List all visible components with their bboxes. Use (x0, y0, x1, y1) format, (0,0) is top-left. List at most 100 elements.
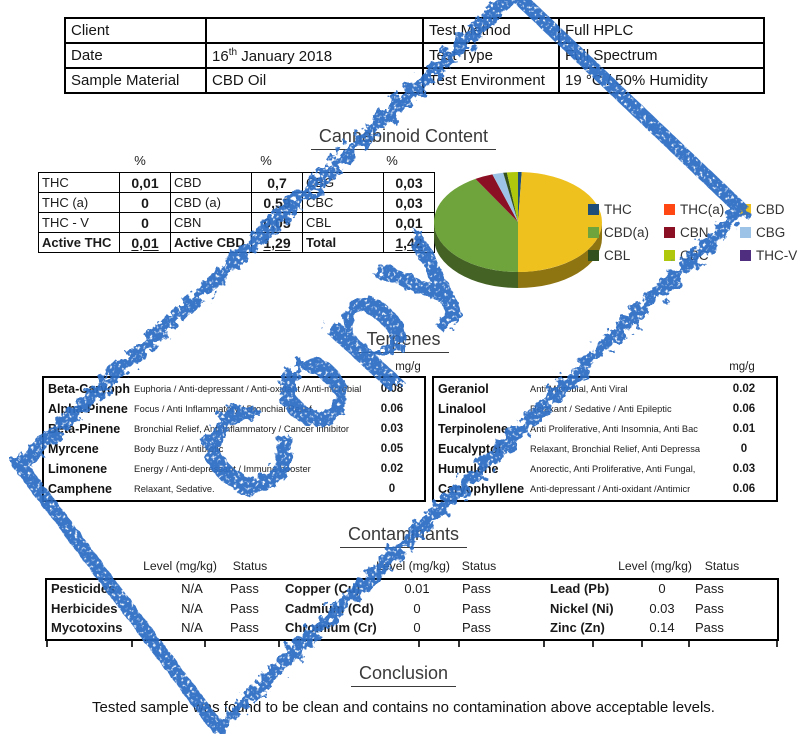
terpene-row: Myrcene Body Buzz / Antibiotic 0.05 (44, 439, 424, 459)
terpene-value: 0.01 (732, 423, 756, 435)
grid-tick (458, 641, 460, 647)
cannabinoid-name: CBL (302, 212, 384, 233)
status-value: Pass (462, 620, 491, 636)
terpene-value: 0.03 (732, 463, 756, 475)
level-header: Level (mg/kg) (618, 559, 692, 573)
terpene-description: Anorectic, Anti Proliferative, Anti Fung… (530, 464, 696, 474)
legend-label: CBD(a) (604, 224, 650, 240)
contaminant-name: Mycotoxins (51, 620, 123, 636)
grid-tick (543, 641, 545, 647)
contaminant-level: 0 (413, 620, 421, 636)
table-row: THC (a) 0 CBD (a) 0,59 CBC 0,03 (38, 192, 435, 213)
status-header: Status (461, 559, 497, 573)
terpene-name: Myrcene (48, 442, 99, 456)
cannabinoid-name: Total (302, 232, 384, 253)
cannabinoid-value: 0,7 (251, 172, 303, 193)
contaminant-level: 0.14 (649, 620, 675, 636)
cannabinoid-name: CBD (170, 172, 252, 193)
terpene-description: Anti Microbial, Anti Viral (530, 384, 628, 394)
cannabinoid-section-title: Cannabinoid Content (0, 126, 807, 150)
cannabinoid-name: Active THC (38, 232, 120, 253)
test-method-value: Full HPLC (558, 17, 765, 44)
contaminant-name: Herbicides (51, 600, 118, 616)
contaminant-level: 0 (658, 581, 666, 596)
terpene-row: Linalool Relaxant / Sedative / Anti Epile… (434, 399, 776, 419)
legend-item: THC-V (740, 245, 807, 265)
cannabinoid-value: 0,03 (383, 192, 435, 213)
terpene-value: 0 (740, 443, 748, 455)
conclusion-section-title: Conclusion (0, 663, 807, 687)
cannabinoid-value: 0,01 (119, 172, 171, 193)
cannabinoid-value: 0,01 (119, 232, 171, 253)
cannabinoid-name: THC - V (38, 212, 120, 233)
grid-tick (131, 641, 133, 647)
legend-swatch-icon (588, 249, 599, 261)
cannabinoid-value: 1,42 (383, 232, 435, 253)
cannabinoid-name: CBG (302, 172, 384, 193)
terpene-value: 0.06 (732, 403, 756, 415)
legend-item: CBD (740, 199, 807, 219)
test-environment-value: 19 °C / 50% Humidity (558, 67, 765, 94)
cannabinoid-name: Active CBD (170, 232, 252, 253)
status-header: Status (232, 559, 268, 573)
terpene-description: Energy / Anti-depressant / Immune booste… (134, 464, 311, 474)
section-title-text: Terpenes (358, 329, 449, 353)
contaminant-level: 0.01 (404, 581, 430, 596)
terpene-row: Geraniol Anti Microbial, Anti Viral 0.02 (434, 379, 776, 399)
terpene-name: Beta-Caryoph (48, 382, 130, 396)
terpene-value: 0.06 (732, 483, 756, 495)
table-row: Sample Material CBD Oil Test Environment… (64, 67, 765, 94)
grid-tick (641, 641, 643, 647)
legend-item: THC (588, 199, 664, 219)
terpene-description: Relaxant, Bronchial Relief, Anti Depress… (530, 444, 701, 454)
contaminant-level: N/A (181, 600, 203, 616)
grid-tick (278, 641, 280, 647)
contaminant-row: Mycotoxins N/A Pass Chromium (Cr) 0 Pass Zin… (47, 619, 777, 639)
cannabinoid-value: 1,29 (251, 232, 303, 253)
legend-label: CBL (604, 247, 631, 263)
terpene-description: Focus / Anti Inflammatory / Bronchial Re… (134, 404, 312, 414)
terpene-value: 0.06 (380, 403, 404, 415)
legend-swatch-icon (588, 203, 599, 215)
grid-tick (204, 641, 206, 647)
date-rest: January 2018 (237, 47, 333, 65)
terpenes-unit-left: mg/g (395, 361, 421, 373)
section-title-text: Contaminants (339, 524, 468, 548)
contaminants-table: Pesticides N/A Pass Copper (Cu) 0.01 Pass Le… (45, 578, 779, 641)
terpene-name: Linalool (438, 402, 486, 416)
status-value: Pass (462, 581, 491, 596)
terpene-description: Bronchial Relief, Anti Inflammatory / Ca… (134, 424, 349, 434)
terpenes-table-left: Beta-Caryoph Euphoria / Anti-depressant /… (42, 376, 426, 502)
status-value: Pass (230, 581, 259, 596)
cannabinoid-value: 0,59 (251, 192, 303, 213)
status-value: Pass (695, 600, 724, 616)
legend-label: CBG (756, 224, 786, 240)
legend-label: CBN (680, 224, 709, 240)
date-day: 16 (212, 47, 229, 65)
grid-tick (776, 641, 778, 647)
terpene-description: Body Buzz / Antibiotic (134, 444, 224, 454)
contaminant-row: Herbicides N/A Pass Cadmium (Cd) 0 Pass Nick… (47, 600, 777, 620)
contaminant-name: Cadmium (Cd) (285, 600, 374, 616)
terpene-value: 0.02 (380, 463, 404, 475)
contaminant-name: Pesticides (51, 581, 116, 596)
terpene-row: Beta-Pinene Bronchial Relief, Anti Inflam… (44, 419, 424, 439)
legend-item: CBG (740, 222, 807, 242)
grid-tick (46, 641, 48, 647)
pie-legend: THC THC(a) CBD CBD(a) CBN CBG CBL CBC THC-V (588, 199, 807, 265)
table-row: Client Test Method Full HPLC (64, 17, 765, 44)
terpene-name: Alpha-Pinene (48, 402, 128, 416)
test-type-label: Test Type (422, 42, 560, 69)
unit-percent: % (260, 153, 272, 168)
terpene-row: Camphene Relaxant, Sedative. 0 (44, 479, 424, 499)
terpene-name: Geraniol (438, 382, 489, 396)
cannabinoid-value: 0,03 (383, 172, 435, 193)
status-value: Pass (462, 600, 491, 616)
legend-item: THC(a) (664, 199, 740, 219)
cannabinoid-value: 0 (119, 212, 171, 233)
terpene-name: Caryophyllene (438, 482, 525, 496)
table-row-totals: Active THC 0,01 Active CBD 1,29 Total 1,… (38, 232, 435, 253)
date-value: 16th January 2018 (205, 42, 424, 69)
table-row: THC 0,01 CBD 0,7 CBG 0,03 (38, 172, 435, 193)
